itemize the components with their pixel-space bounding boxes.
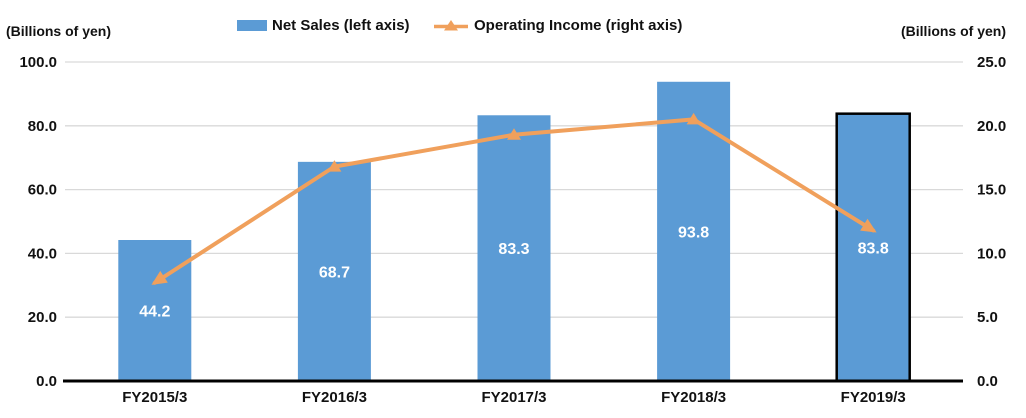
left-axis-unit-label: (Billions of yen) xyxy=(6,23,111,39)
legend-item-operating-income: Operating Income (right axis) xyxy=(433,17,682,34)
net-sales-legend-swatch-icon xyxy=(237,20,267,31)
x-axis-category-label: FY2017/3 xyxy=(481,389,546,406)
bar xyxy=(297,161,371,381)
left-axis-tick-label: 40.0 xyxy=(28,245,57,262)
line-end-arrowhead-icon xyxy=(860,218,877,233)
right-axis-tick-label: 15.0 xyxy=(977,182,1006,199)
left-axis-tick-label: 80.0 xyxy=(28,118,57,135)
legend-label-operating-income: Operating Income (right axis) xyxy=(474,17,683,34)
x-axis-category-label: FY2018/3 xyxy=(661,389,726,406)
left-axis-tick-label: 100.0 xyxy=(19,54,57,71)
bar xyxy=(657,81,731,381)
line-marker-triangle-icon xyxy=(507,128,521,140)
bar xyxy=(118,240,192,381)
left-axis-tick-label: 0.0 xyxy=(36,373,57,390)
right-axis-tick-label: 0.0 xyxy=(977,373,998,390)
line-marker-triangle-icon xyxy=(686,112,701,125)
right-axis-tick-label: 25.0 xyxy=(977,54,1006,71)
bar xyxy=(477,115,551,381)
x-axis-category-label: FY2019/3 xyxy=(841,389,906,406)
bar-value-label: 93.8 xyxy=(678,224,709,241)
right-axis-tick-label: 10.0 xyxy=(977,245,1006,262)
left-axis-tick-label: 20.0 xyxy=(28,309,57,326)
bar-value-label: 83.8 xyxy=(858,240,889,257)
legend-item-net-sales: Net Sales (left axis) xyxy=(237,17,410,34)
x-axis-category-label: FY2016/3 xyxy=(302,389,367,406)
legend-label-net-sales: Net Sales (left axis) xyxy=(272,17,410,34)
bar-value-label: 44.2 xyxy=(139,304,170,321)
line-marker-triangle-icon xyxy=(327,160,342,172)
right-axis-tick-label: 5.0 xyxy=(977,309,998,326)
line-end-arrowhead-icon xyxy=(151,270,168,285)
right-axis-unit-label: (Billions of yen) xyxy=(901,23,1006,39)
x-axis-category-label: FY2015/3 xyxy=(122,389,187,406)
bar-value-label: 83.3 xyxy=(498,241,529,258)
right-axis-tick-label: 20.0 xyxy=(977,118,1006,135)
bar-value-label: 68.7 xyxy=(319,264,350,281)
left-axis-tick-label: 60.0 xyxy=(28,182,57,199)
operating-income-legend-marker-icon xyxy=(434,19,468,30)
